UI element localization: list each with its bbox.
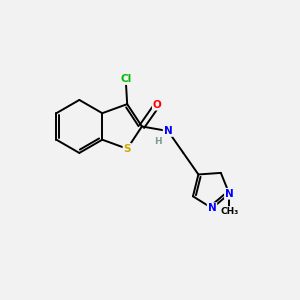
Text: O: O: [153, 100, 161, 110]
Text: N: N: [225, 189, 234, 199]
Text: S: S: [123, 144, 131, 154]
Text: N: N: [164, 126, 172, 136]
Text: Cl: Cl: [120, 74, 131, 84]
Text: N: N: [208, 203, 216, 213]
Text: H: H: [154, 137, 161, 146]
Text: CH₃: CH₃: [220, 207, 238, 216]
